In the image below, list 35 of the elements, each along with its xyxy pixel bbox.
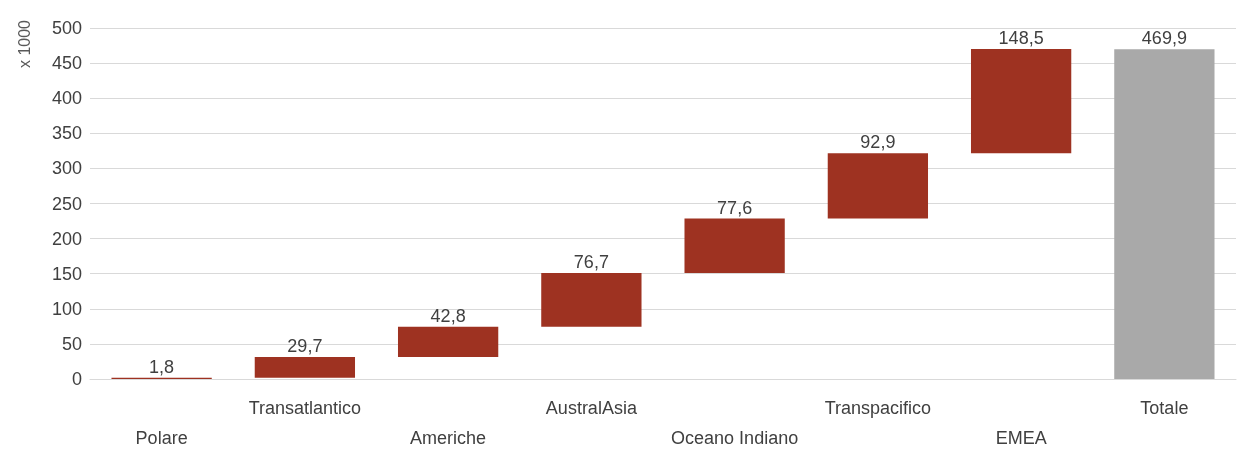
y-tick-label: 100 bbox=[51, 298, 82, 319]
x-tick-label: Transatlantico bbox=[248, 398, 362, 418]
data-label: 148,5 bbox=[998, 28, 1044, 49]
data-label: 76,7 bbox=[573, 252, 609, 272]
y-tick-label: 150 bbox=[51, 263, 82, 284]
bar bbox=[397, 326, 499, 357]
y-axis-title: x 1000 bbox=[15, 19, 33, 69]
bar bbox=[827, 153, 929, 219]
y-tick-label: 0 bbox=[71, 369, 82, 389]
y-tick-label: 200 bbox=[51, 228, 82, 249]
bar bbox=[1114, 49, 1215, 379]
bar bbox=[254, 356, 356, 378]
x-tick-label: Polare bbox=[135, 428, 188, 448]
bar bbox=[541, 273, 642, 327]
x-tick-label: AustralAsia bbox=[545, 398, 638, 418]
data-label: 92,9 bbox=[860, 132, 896, 153]
y-tick-label: 350 bbox=[51, 123, 82, 144]
y-tick-label: 500 bbox=[51, 18, 82, 38]
y-tick-label: 50 bbox=[61, 333, 82, 354]
data-label: 42,8 bbox=[430, 305, 466, 326]
y-tick-label: 450 bbox=[51, 53, 82, 74]
data-label: 469,9 bbox=[1141, 28, 1187, 49]
data-label: 29,7 bbox=[287, 335, 323, 356]
data-label: 1,8 bbox=[149, 356, 175, 377]
x-tick-label: EMEA bbox=[995, 428, 1047, 448]
bar bbox=[684, 218, 785, 273]
y-tick-label: 300 bbox=[51, 158, 82, 179]
x-tick-label: Americhe bbox=[410, 428, 487, 448]
data-label: 77,6 bbox=[717, 197, 753, 218]
x-tick-label: Totale bbox=[1140, 398, 1189, 418]
y-tick-label: 250 bbox=[51, 193, 82, 214]
bar bbox=[970, 49, 1072, 154]
y-tick-label: 400 bbox=[51, 88, 82, 109]
x-tick-label: Oceano Indiano bbox=[671, 428, 799, 448]
x-tick-label: Transpacifico bbox=[824, 398, 932, 418]
